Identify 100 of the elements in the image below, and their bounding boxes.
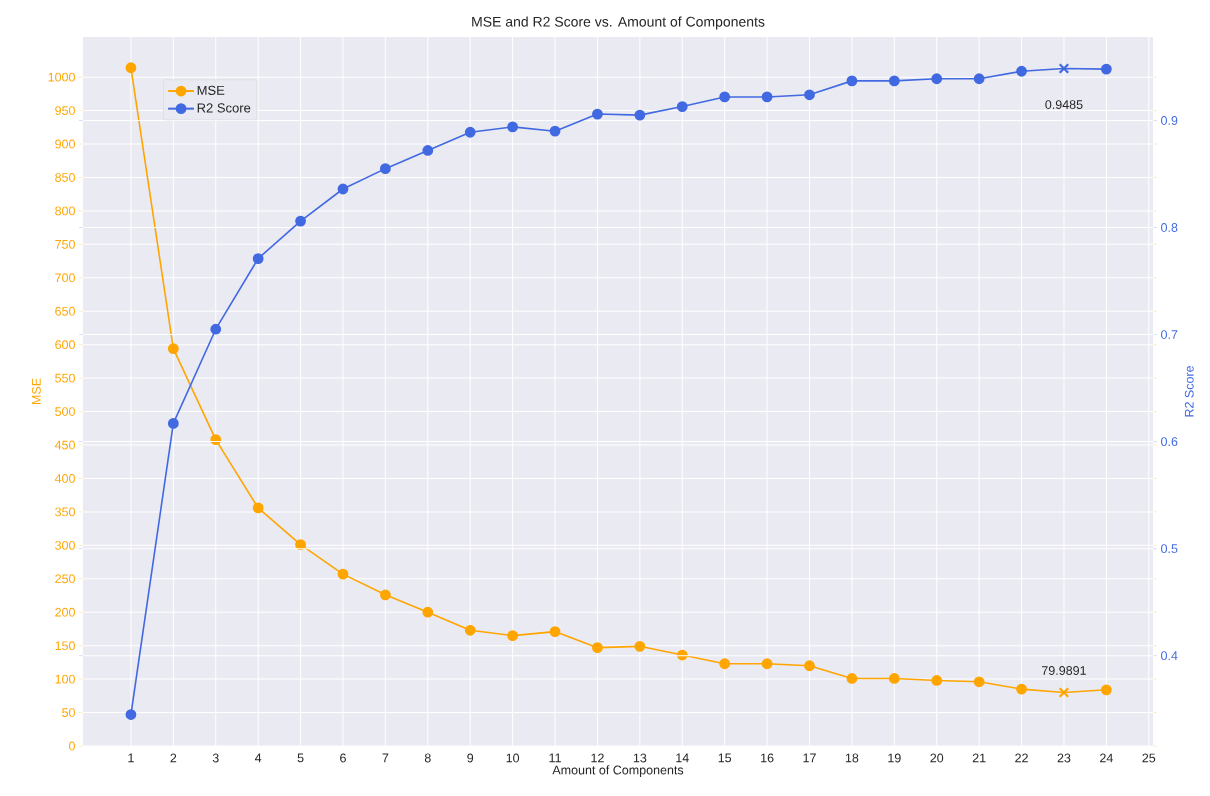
x-tick-label: 10: [506, 753, 520, 763]
y2-tick-label: 0.9: [1161, 116, 1178, 125]
y-tick-label: 100: [55, 674, 75, 684]
point: [379, 163, 391, 175]
point: [252, 253, 264, 264]
legend-label: R2 Score: [197, 103, 251, 113]
point: [634, 109, 646, 121]
point: [337, 183, 349, 195]
x-tick-label: 5: [297, 753, 304, 763]
y-tick-label: 700: [55, 273, 75, 283]
x-tick-label: 20: [930, 753, 944, 763]
y2-tick-label: 0.7: [1161, 330, 1178, 339]
point: [1100, 684, 1112, 696]
x-tick-label: 7: [382, 753, 389, 763]
y-tick-label: 500: [55, 407, 75, 416]
y-tick-label: 250: [55, 574, 75, 584]
x-tick-label: 8: [424, 753, 431, 763]
chart-title: MSE and R2 Score vs. Amount of Components: [472, 16, 765, 30]
point: [210, 323, 222, 335]
annotation: 79.9891: [1042, 666, 1086, 675]
x-tick-label: 24: [1100, 753, 1113, 763]
legend-label: MSE: [197, 85, 225, 95]
point: [125, 62, 137, 74]
point: [379, 589, 391, 601]
point: [761, 658, 773, 670]
y-tick-label: 950: [55, 106, 75, 115]
point: [1058, 63, 1070, 74]
x-tick-label: 17: [803, 753, 816, 763]
point: [337, 568, 349, 580]
x-tick-label: 3: [212, 753, 219, 763]
y2-tick-label: 0.8: [1161, 223, 1178, 232]
point: [507, 121, 519, 133]
point: [634, 640, 646, 652]
y-tick-label: 150: [55, 641, 75, 651]
point: [931, 675, 943, 686]
y-tick-label: 900: [55, 139, 75, 149]
y-tick-label: 400: [54, 474, 75, 483]
point: [464, 624, 476, 636]
annotation: 0.9485: [1045, 100, 1083, 109]
point: [1016, 683, 1027, 695]
x-tick-label: 1: [128, 753, 134, 763]
point: [676, 101, 688, 112]
point: [888, 673, 900, 684]
y-tick-label: 300: [55, 540, 75, 550]
point: [167, 418, 179, 429]
x-tick-label: 9: [467, 753, 474, 763]
point: [804, 660, 815, 672]
y-tick-label: 1000: [48, 72, 75, 82]
point: [846, 673, 858, 684]
x-tick-label: 16: [761, 753, 774, 763]
y-tick-label: 600: [55, 340, 75, 350]
point: [592, 108, 603, 120]
y-tick-label: 550: [55, 373, 75, 383]
point: [549, 125, 561, 137]
x-tick-label: 25: [1142, 753, 1156, 763]
y2-tick-label: 0.6: [1161, 437, 1178, 447]
y-tick-label: 850: [55, 173, 75, 182]
x-tick-label: 11: [549, 753, 561, 763]
y2-axis-title: R2 Score: [1184, 366, 1194, 417]
point: [592, 642, 603, 654]
x-tick-label: 2: [170, 753, 177, 763]
point: [973, 73, 985, 85]
x-axis-title: Amount of Components: [552, 765, 684, 777]
point: [719, 658, 731, 670]
x-tick-label: 13: [633, 753, 647, 763]
point: [1100, 63, 1112, 75]
x-tick-label: 18: [845, 753, 859, 763]
point: [719, 91, 731, 103]
point: [1058, 687, 1070, 698]
x-tick-label: 21: [972, 753, 986, 763]
point: [931, 73, 943, 85]
point: [761, 91, 773, 103]
point: [549, 626, 561, 638]
point: [888, 75, 900, 87]
y-tick-label: 350: [55, 507, 75, 517]
x-tick-label: 12: [591, 753, 604, 763]
y-tick-label: 800: [55, 206, 75, 216]
point: [125, 709, 137, 720]
point: [422, 145, 434, 156]
point: [464, 126, 476, 138]
y-axis-title: MSE: [31, 378, 41, 405]
point: [295, 215, 306, 227]
point: [210, 434, 222, 446]
y-tick-label: 50: [62, 708, 75, 717]
point: [252, 502, 264, 514]
point: [846, 75, 858, 87]
point: [422, 606, 434, 618]
x-tick-label: 14: [676, 753, 689, 763]
y-tick-label: 650: [55, 306, 75, 316]
y-tick-label: 750: [55, 239, 75, 249]
y-tick-label: 200: [55, 607, 75, 617]
x-tick-label: 6: [340, 753, 346, 763]
point: [295, 539, 306, 551]
point: [507, 630, 519, 642]
point: [167, 343, 179, 355]
x-tick-label: 19: [888, 753, 901, 763]
x-tick-label: 22: [1015, 753, 1028, 763]
y-tick-label: 450: [54, 440, 75, 450]
y2-tick-label: 0.5: [1161, 544, 1178, 554]
point: [804, 89, 815, 101]
